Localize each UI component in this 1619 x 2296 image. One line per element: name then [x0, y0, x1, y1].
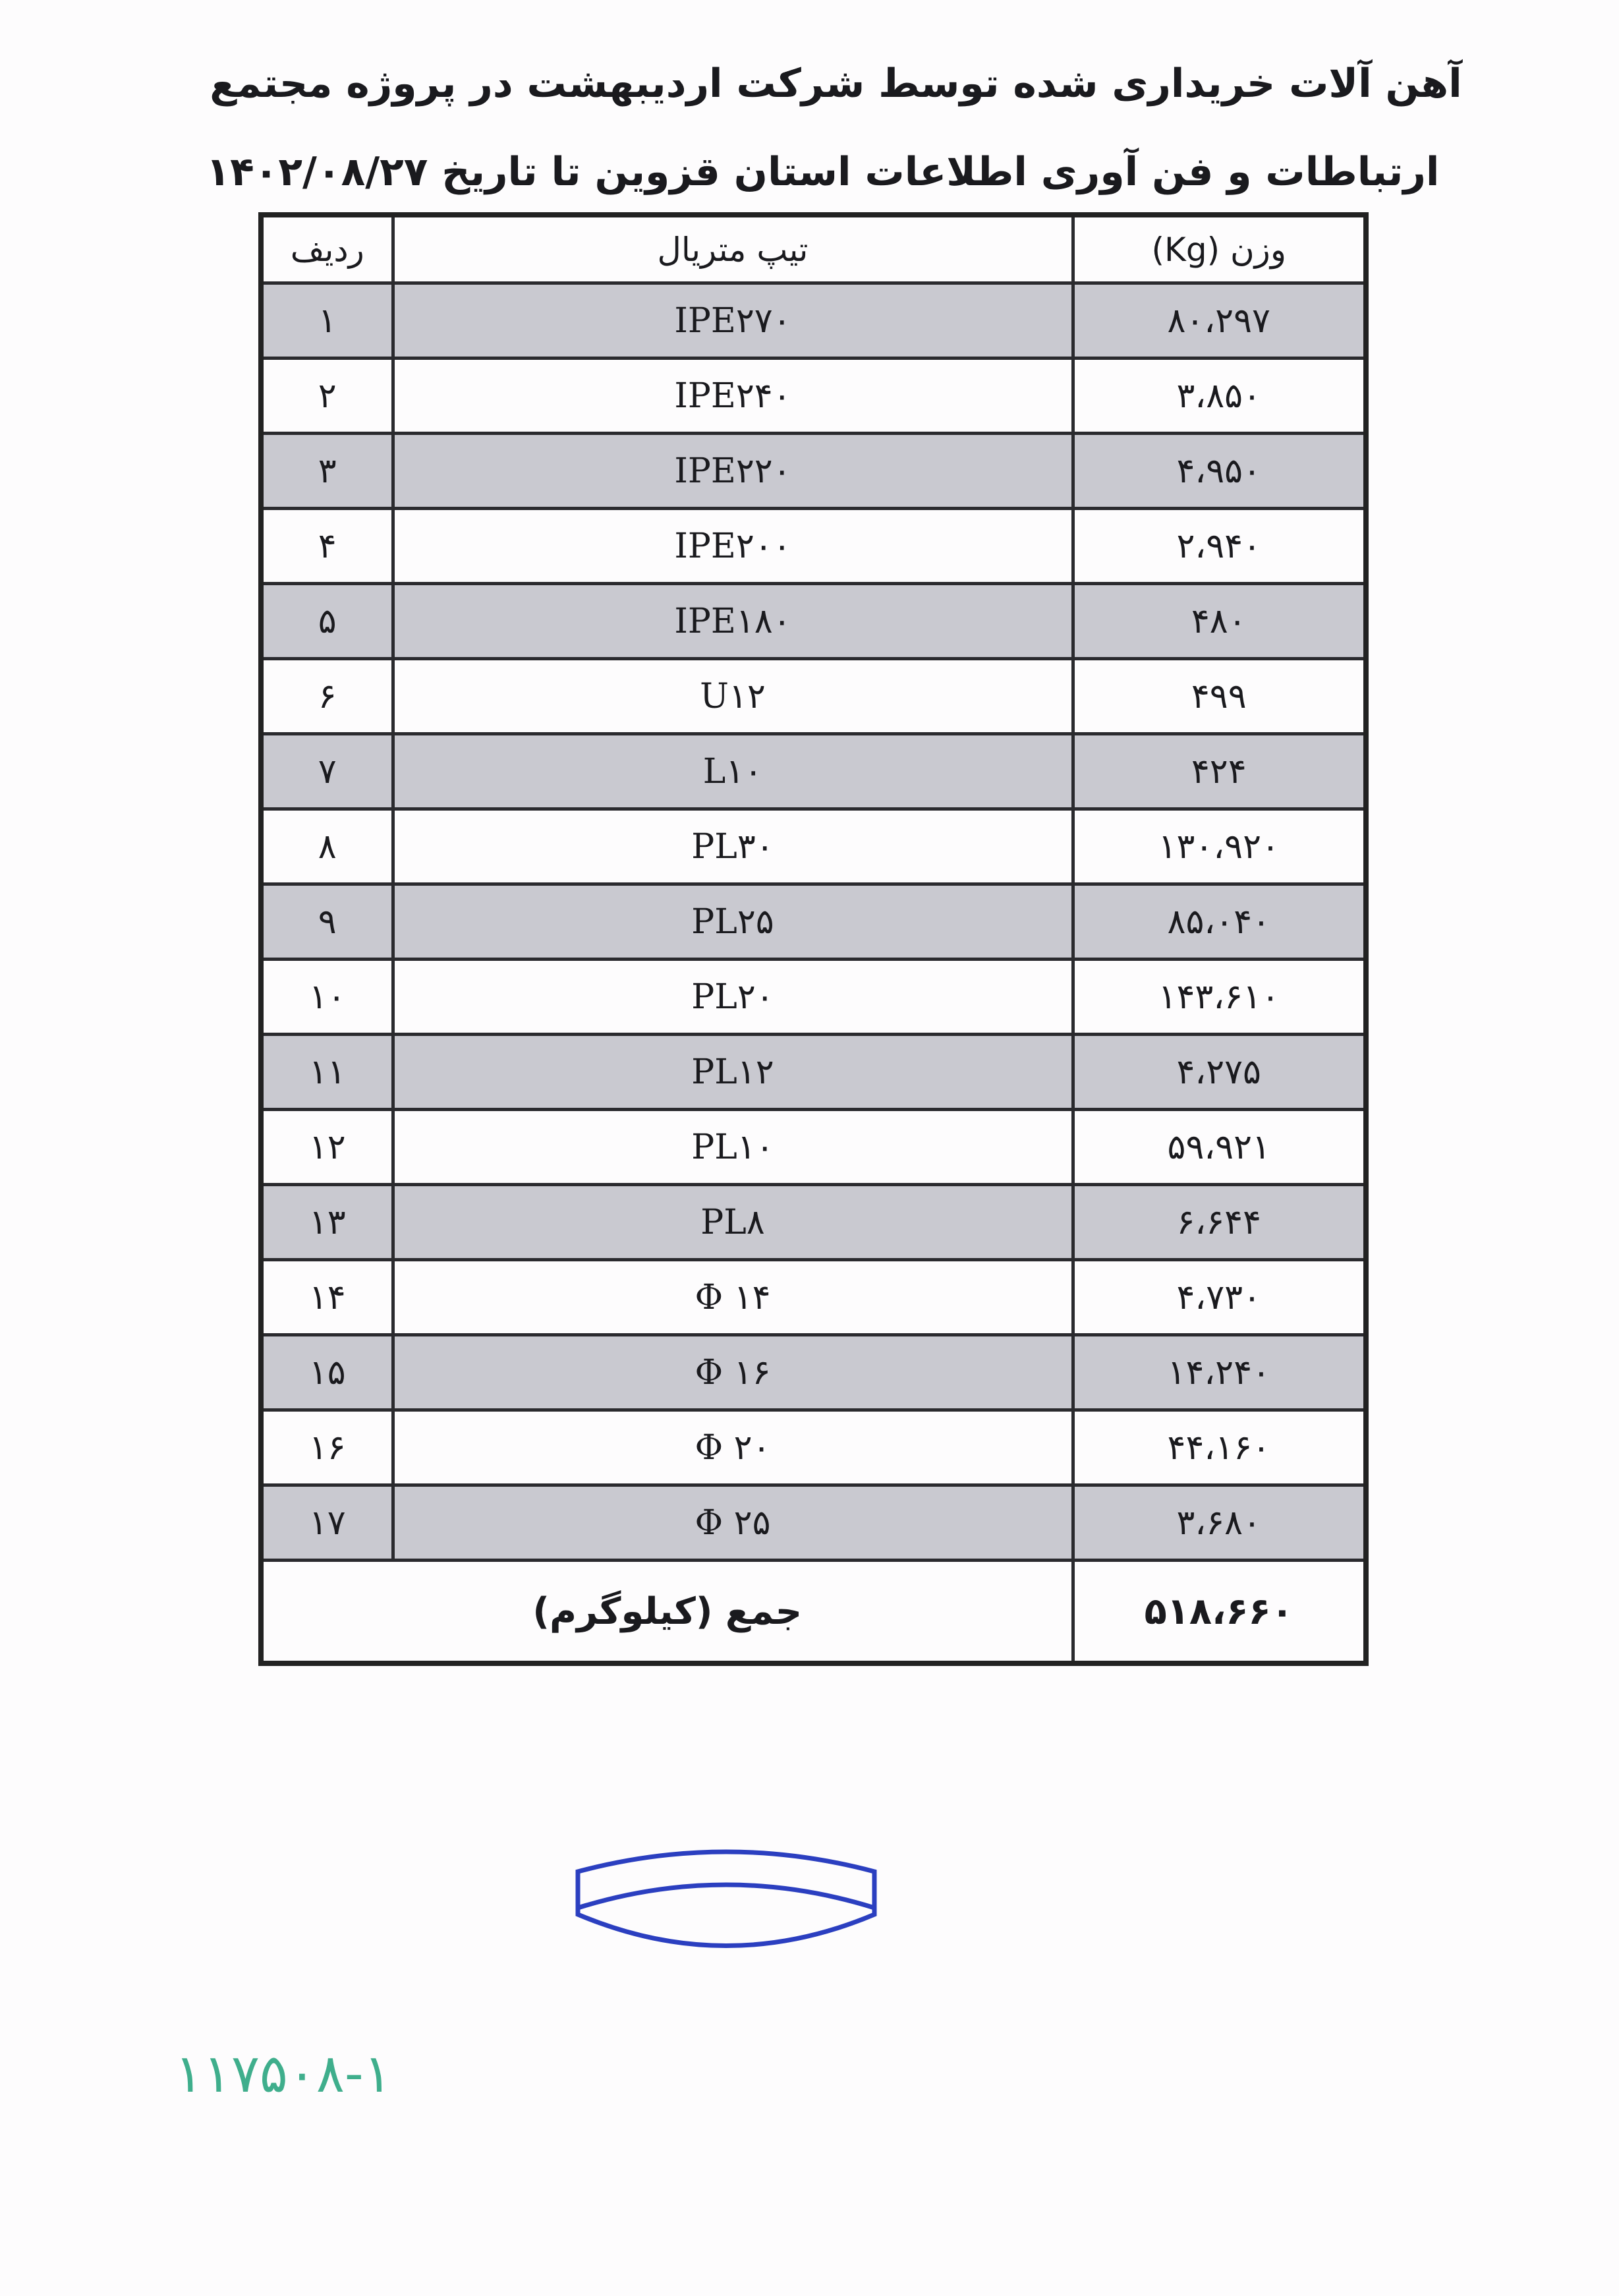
weight-value: ۱۴۳،۶۱۰	[1071, 958, 1368, 1036]
row-number: ۵	[259, 582, 395, 660]
material-type: Φ ۲۰	[391, 1408, 1075, 1487]
row-number: ۱۴	[259, 1258, 395, 1336]
material-type: IPE۲۴۰	[391, 357, 1075, 435]
table-row: ۱۷ Φ ۲۵ ۳،۶۸۰	[259, 1483, 1368, 1562]
weight-value: ۳،۶۸۰	[1071, 1483, 1368, 1562]
table-row: ۴ IPE۲۰۰ ۲،۹۴۰	[259, 507, 1368, 585]
material-type: PL۳۰	[391, 807, 1075, 886]
row-number: ۴	[259, 507, 395, 585]
total-label: جمع (کیلوگرم)	[259, 1559, 1075, 1665]
material-type: L۱۰	[391, 732, 1075, 811]
material-type: PL۲۵	[391, 882, 1075, 961]
material-type: IPE۲۲۰	[391, 432, 1075, 510]
row-number: ۱۱	[259, 1033, 395, 1111]
header-row-number: ردیف	[259, 213, 395, 285]
table-row: ۱۴ Φ ۱۴ ۴،۷۳۰	[259, 1258, 1368, 1336]
material-type: PL۱۲	[391, 1033, 1075, 1111]
table-row: ۱۵ Φ ۱۶ ۱۴،۲۴۰	[259, 1333, 1368, 1412]
table-row: ۷ L۱۰ ۴۲۴	[259, 732, 1368, 811]
document-title: آهن آلات خریداری شده توسط شرکت اردیبهشت …	[210, 61, 1462, 107]
table-row: ۱۳ PL۸ ۶،۶۴۴	[259, 1183, 1368, 1261]
row-number: ۱۷	[259, 1483, 395, 1562]
materials-table: ردیف تیپ متریال وزن (Kg) ۱ IPE۲۷۰ ۸۰،۲۹۷ ۲ I…	[258, 212, 1369, 1666]
material-type: PL۲۰	[391, 958, 1075, 1036]
row-number: ۸	[259, 807, 395, 886]
weight-value: ۸۵،۰۴۰	[1071, 882, 1368, 961]
weight-value: ۶،۶۴۴	[1071, 1183, 1368, 1261]
weight-value: ۸۰،۲۹۷	[1071, 281, 1368, 360]
table-row: ۸ PL۳۰ ۱۳۰،۹۲۰	[259, 807, 1368, 886]
handwritten-number: ۱۱۷۵۰۸-۱	[175, 2043, 392, 2104]
table-row: ۶ U۱۲ ۴۹۹	[259, 657, 1368, 735]
header-material: تیپ متریال	[391, 213, 1075, 285]
row-number: ۷	[259, 732, 395, 811]
table-row: ۵ IPE۱۸۰ ۴۸۰	[259, 582, 1368, 660]
row-number: ۱	[259, 281, 395, 360]
row-number: ۶	[259, 657, 395, 735]
row-number: ۱۲	[259, 1108, 395, 1186]
table-row: ۱ IPE۲۷۰ ۸۰،۲۹۷	[259, 281, 1368, 360]
table-row: ۱۰ PL۲۰ ۱۴۳،۶۱۰	[259, 958, 1368, 1036]
material-type: IPE۱۸۰	[391, 582, 1075, 660]
material-type: PL۸	[391, 1183, 1075, 1261]
weight-value: ۴۸۰	[1071, 582, 1368, 660]
weight-value: ۴۹۹	[1071, 657, 1368, 735]
row-number: ۱۶	[259, 1408, 395, 1487]
material-type: IPE۲۷۰	[391, 281, 1075, 360]
table-row: ۱۲ PL۱۰ ۵۹،۹۲۱	[259, 1108, 1368, 1186]
table-row: ۲ IPE۲۴۰ ۳،۸۵۰	[259, 357, 1368, 435]
total-value: ۵۱۸،۶۶۰	[1071, 1559, 1368, 1665]
row-number: ۲	[259, 357, 395, 435]
material-type: IPE۲۰۰	[391, 507, 1075, 585]
weight-value: ۴،۷۳۰	[1071, 1258, 1368, 1336]
row-number: ۹	[259, 882, 395, 961]
weight-value: ۴۴،۱۶۰	[1071, 1408, 1368, 1487]
material-type: Φ ۲۵	[391, 1483, 1075, 1562]
table-row: ۱۶ Φ ۲۰ ۴۴،۱۶۰	[259, 1408, 1368, 1487]
material-type: Φ ۱۶	[391, 1333, 1075, 1412]
weight-value: ۴،۹۵۰	[1071, 432, 1368, 510]
material-type: U۱۲	[391, 657, 1075, 735]
material-type: Φ ۱۴	[391, 1258, 1075, 1336]
weight-value: ۴،۲۷۵	[1071, 1033, 1368, 1111]
total-row: جمع (کیلوگرم) ۵۱۸،۶۶۰	[259, 1559, 1368, 1665]
company-stamp	[575, 1849, 877, 1948]
row-number: ۱۳	[259, 1183, 395, 1261]
table-row: ۹ PL۲۵ ۸۵،۰۴۰	[259, 882, 1368, 961]
row-number: ۱۰	[259, 958, 395, 1036]
material-type: PL۱۰	[391, 1108, 1075, 1186]
weight-value: ۱۴،۲۴۰	[1071, 1333, 1368, 1412]
weight-value: ۳،۸۵۰	[1071, 357, 1368, 435]
table-row: ۱۱ PL۱۲ ۴،۲۷۵	[259, 1033, 1368, 1111]
weight-value: ۴۲۴	[1071, 732, 1368, 811]
table-row: ۳ IPE۲۲۰ ۴،۹۵۰	[259, 432, 1368, 510]
row-number: ۳	[259, 432, 395, 510]
table-header: ردیف تیپ متریال وزن (Kg)	[259, 213, 1368, 285]
header-weight: وزن (Kg)	[1071, 213, 1368, 285]
weight-value: ۱۳۰،۹۲۰	[1071, 807, 1368, 886]
document-subtitle: ارتباطات و فن آوری اطلاعات استان قزوین ت…	[206, 149, 1440, 195]
weight-value: ۲،۹۴۰	[1071, 507, 1368, 585]
row-number: ۱۵	[259, 1333, 395, 1412]
weight-value: ۵۹،۹۲۱	[1071, 1108, 1368, 1186]
